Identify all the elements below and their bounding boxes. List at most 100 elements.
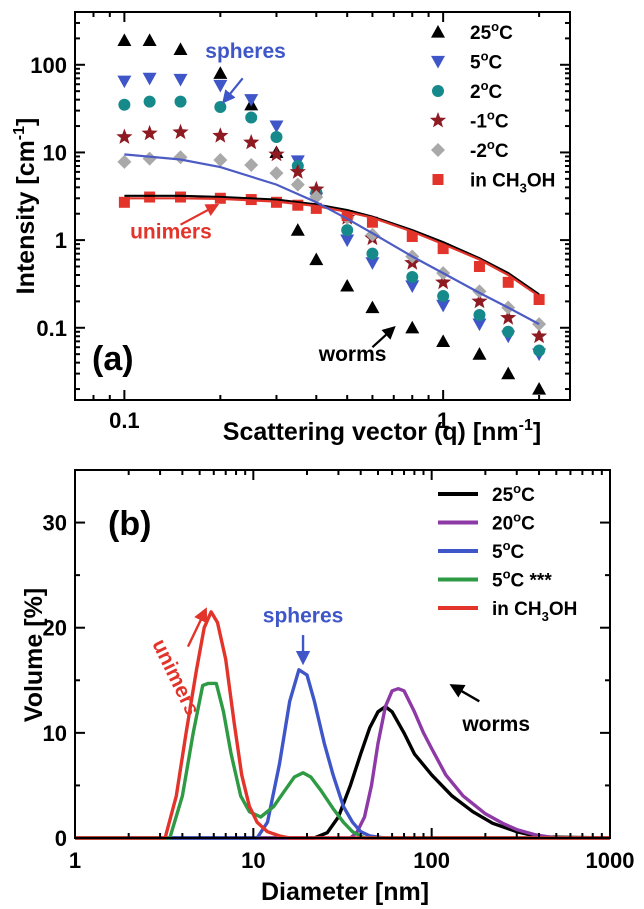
data-point-2-c — [533, 344, 546, 357]
data-point-2-c — [117, 154, 132, 169]
annotation-unimers: unimers — [130, 203, 220, 243]
data-point-1-c — [289, 163, 306, 179]
data-point-2-c — [174, 95, 187, 108]
annotation-worms: worms — [318, 325, 396, 366]
panel-b-y-axis-label: Volume [%] — [20, 588, 48, 722]
data-point-1-c — [268, 145, 285, 162]
data-point-2-c — [245, 111, 258, 124]
annotation-arrow — [222, 77, 244, 104]
data-point-2-c — [143, 95, 156, 108]
data-point-2-c — [214, 100, 227, 113]
data-point-25-c — [405, 320, 420, 334]
y-tick-label: 10 — [43, 721, 67, 746]
fit-curve-2 — [124, 153, 540, 326]
data-point-25-c — [173, 42, 188, 55]
x-tick-label: 1 — [437, 408, 449, 433]
data-point-5-c — [472, 318, 487, 332]
data-point-25-c — [532, 382, 547, 395]
x-tick-label: 1 — [69, 848, 81, 873]
data-point-1-c — [531, 327, 548, 344]
legend-label-20-c: 20oC — [492, 510, 535, 535]
data-point-2-c — [290, 177, 305, 192]
x-tick-label: 100 — [413, 848, 450, 873]
annotation-arrow — [186, 607, 208, 648]
data-point-2-c — [142, 151, 157, 166]
legend-label-in-ch3oh: in CH3OH — [470, 171, 555, 196]
legend-marker-25-c — [431, 25, 445, 38]
data-point-2-c — [244, 157, 259, 172]
y-tick-label: 30 — [43, 511, 67, 536]
panel-a-y-axis-label: Intensity [cm-1] — [11, 118, 40, 295]
data-point-2-c — [269, 166, 284, 181]
annotation-worms: worms — [449, 684, 530, 736]
panel-a-x-axis-label: Scattering vector (q) [nm-1] — [223, 417, 541, 446]
series-line-5-c — [75, 668, 610, 840]
data-point-5-c — [213, 79, 228, 93]
data-point-5-c — [117, 75, 132, 89]
panel-a-frame — [74, 11, 571, 401]
panel-b-label: (b) — [108, 505, 151, 543]
annotation-arrow — [371, 325, 396, 349]
data-point-2-c — [341, 224, 354, 237]
annotation-spheres: spheres — [205, 40, 286, 104]
data-point-2-c — [532, 317, 547, 332]
data-point-1-c — [141, 124, 158, 141]
data-point-25-c — [436, 334, 451, 347]
x-tick-label: 10 — [241, 848, 265, 873]
annotation-label: spheres — [263, 604, 344, 627]
data-point-in-ch3oh — [366, 216, 378, 228]
data-point-5-c — [244, 94, 259, 107]
data-point-2-c — [118, 98, 131, 111]
data-point-25-c — [290, 223, 305, 236]
y-tick-label: 20 — [43, 616, 67, 641]
series-line-20-c — [75, 687, 610, 840]
legend-marker-1-c — [429, 112, 447, 128]
data-point-in-ch3oh — [118, 196, 130, 208]
legend-label-5-c: 5oC *** — [492, 567, 552, 592]
data-point-5-c — [340, 234, 355, 248]
data-point-25-c — [142, 33, 157, 46]
data-point-1-c — [212, 127, 229, 143]
legend-label-25-c: 25oC — [470, 19, 513, 44]
legend-marker-2-c — [431, 143, 445, 157]
legend-label-2-c: 2oC — [470, 78, 503, 103]
x-tick-label: 0.1 — [109, 408, 140, 433]
data-point-1-c — [116, 128, 133, 144]
data-point-2-c — [502, 325, 515, 338]
data-point-in-ch3oh — [502, 276, 514, 288]
data-point-2-c — [270, 131, 283, 144]
annotation-label: spheres — [205, 40, 286, 63]
legend-label-in-ch3oh: in CH3OH — [492, 599, 577, 624]
data-point-25-c — [472, 347, 487, 360]
data-point-5-c — [269, 120, 284, 134]
x-tick-label: 1000 — [586, 848, 635, 873]
data-point-in-ch3oh — [310, 202, 322, 214]
data-point-in-ch3oh — [175, 191, 187, 203]
fit-curve-0 — [124, 194, 540, 296]
legend-label-1-c: -1oC — [470, 108, 509, 133]
data-point-1-c — [308, 180, 325, 197]
data-point-5-c — [405, 280, 420, 293]
data-point-5-c — [365, 257, 380, 270]
fit-curve-1 — [124, 197, 540, 298]
legend-marker-2-c — [432, 85, 444, 97]
legend-marker-in-ch3oh — [432, 174, 444, 185]
data-point-in-ch3oh — [341, 210, 353, 222]
data-point-25-c — [340, 278, 355, 292]
data-point-25-c — [309, 252, 324, 266]
panel-a-legend: 25oC 5oC 2oC -1oC -2oC in CH3OH — [429, 19, 555, 196]
legend-label-5-c: 5oC — [492, 538, 525, 563]
data-point-2-c — [173, 150, 188, 165]
panel-a: spheres unimers worms 0.1 1 0.1 1 10 100 25oC 5o… — [11, 11, 571, 446]
panel-b-legend: 25oC 20oC 5oC 5oC *** in CH3OH — [438, 481, 577, 624]
data-point-in-ch3oh — [437, 243, 449, 255]
data-point-2-c — [213, 152, 228, 167]
data-point-in-ch3oh — [144, 191, 156, 203]
y-tick-label: 0.1 — [36, 316, 67, 341]
annotation-label: worms — [318, 343, 387, 366]
annotation-arrow — [449, 684, 480, 703]
legend-label-25-c: 25oC — [492, 481, 535, 506]
data-point-1-c — [243, 134, 260, 150]
